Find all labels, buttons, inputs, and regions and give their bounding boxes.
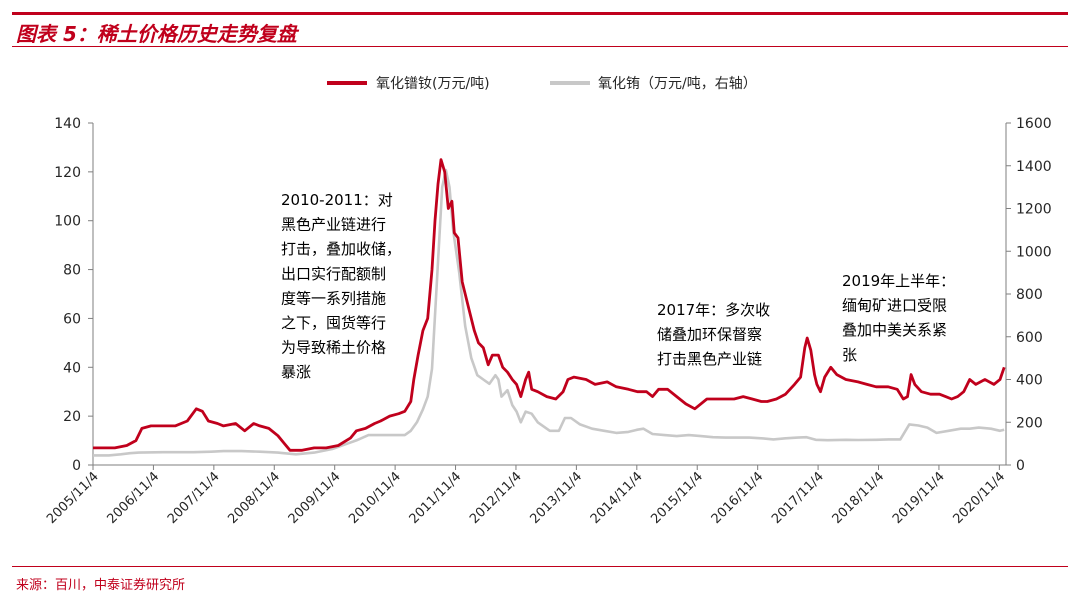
- legend-label-series-2: 氧化铕（万元/吨，右轴）: [598, 76, 757, 92]
- x-tick-label: 2006/11/4: [105, 469, 163, 527]
- annotation-line: 暴涨: [281, 363, 311, 381]
- x-tick-label: 2017/11/4: [769, 469, 827, 527]
- x-tick-label: 2005/11/4: [44, 469, 102, 527]
- annotation-line: 2017年：多次收: [657, 301, 770, 319]
- footer-rule: [12, 566, 1068, 567]
- annotation-line: 张: [842, 346, 857, 364]
- x-tick-label: 2011/11/4: [407, 469, 465, 527]
- x-tick-label: 2014/11/4: [588, 469, 646, 527]
- chart-series-lines: [93, 158, 1006, 457]
- right-y-tick-label: 1600: [1016, 116, 1052, 132]
- annotation-line: 出口实行配额制: [281, 265, 386, 283]
- chart-legend: 氧化镨钕(万元/吨) 氧化铕（万元/吨，右轴）: [327, 76, 757, 92]
- annotation-line: 储叠加环保督察: [657, 326, 762, 344]
- price-history-chart: 氧化镨钕(万元/吨) 氧化铕（万元/吨，右轴） 0 20 40 60 80 100 120 1…: [44, 76, 1052, 527]
- annotation-line: 2010-2011：对: [281, 191, 393, 209]
- x-tick-label: 2008/11/4: [225, 469, 283, 527]
- left-y-tick-label: 100: [54, 214, 81, 230]
- annotation-line: 黑色产业链进行: [281, 216, 386, 234]
- annotation-line: 打击黑色产业链: [657, 350, 762, 368]
- x-tick-label: 2010/11/4: [346, 469, 404, 527]
- series-line-2: [93, 168, 1005, 457]
- annotation-line: 2019年上半年：: [842, 272, 955, 290]
- right-y-tick-label: 400: [1016, 373, 1043, 389]
- annotation-line: 打击，叠加收储，: [281, 240, 401, 258]
- left-y-tick-label: 20: [63, 409, 81, 425]
- title-top-rule: [12, 12, 1068, 15]
- left-y-tick-label: 40: [63, 360, 81, 376]
- left-y-tick-label: 80: [63, 263, 81, 279]
- x-tick-label: 2012/11/4: [467, 469, 525, 527]
- x-tick-label: 2009/11/4: [286, 469, 344, 527]
- x-tick-label: 2020/11/4: [950, 469, 1008, 527]
- x-tick-label: 2007/11/4: [165, 469, 223, 527]
- annotation-line: 叠加中美关系紧: [842, 321, 947, 339]
- left-y-tick-label: 140: [54, 116, 81, 132]
- figure-title: 图表 5：稀土价格历史走势复盘: [16, 22, 297, 46]
- annotation-line: 度等一系列措施: [281, 289, 386, 307]
- right-y-tick-label: 800: [1016, 287, 1043, 303]
- annotation-line: 缅甸矿进口受限: [842, 297, 947, 315]
- title-bar: 图表 5：稀土价格历史走势复盘: [0, 10, 1080, 48]
- right-y-tick-label: 1000: [1016, 244, 1052, 260]
- source-note: 来源：百川，中泰证券研究所: [16, 578, 186, 593]
- x-tick-label: 2018/11/4: [830, 469, 888, 527]
- legend-label-series-1: 氧化镨钕(万元/吨): [376, 76, 490, 92]
- title-bottom-rule: [12, 46, 1068, 47]
- x-tick-label: 2015/11/4: [648, 469, 706, 527]
- right-y-tick-label: 200: [1016, 415, 1043, 431]
- right-y-tick-label: 600: [1016, 330, 1043, 346]
- left-y-tick-label: 60: [63, 311, 81, 327]
- annotation-line: 为导致稀土价格: [281, 339, 386, 357]
- series-line-1: [93, 158, 1006, 452]
- right-y-tick-label: 0: [1016, 458, 1025, 474]
- x-tick-label: 2013/11/4: [527, 469, 585, 527]
- right-y-tick-label: 1400: [1016, 159, 1052, 175]
- left-y-tick-label: 120: [54, 165, 81, 181]
- right-y-tick-label: 1200: [1016, 202, 1052, 218]
- x-tick-label: 2016/11/4: [709, 469, 767, 527]
- left-y-tick-label: 0: [72, 458, 81, 474]
- annotation-line: 之下，囤货等行: [281, 314, 386, 332]
- x-tick-label: 2019/11/4: [890, 469, 948, 527]
